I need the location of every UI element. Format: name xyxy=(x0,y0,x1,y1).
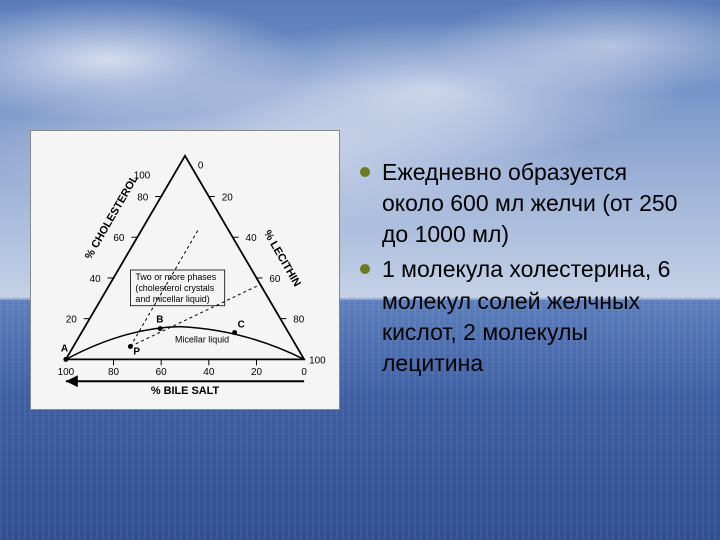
left-axis-label: % CHOLESTEROL xyxy=(83,173,141,262)
bottom-tick-100: 100 xyxy=(58,367,75,378)
label-p: P xyxy=(133,346,140,357)
label-a: A xyxy=(61,343,68,354)
bottom-axis-label: % BILE SALT xyxy=(151,385,220,397)
bullet-dot-icon xyxy=(360,167,370,177)
right-tick-0: 0 xyxy=(198,161,204,172)
label-b: B xyxy=(156,315,163,326)
label-c: C xyxy=(238,320,245,331)
bottom-ticks: 100 80 60 40 20 0 xyxy=(58,359,308,378)
phase-text-1: Two or more phases xyxy=(135,272,216,282)
left-tick-60: 60 xyxy=(113,233,125,244)
bottom-tick-60: 60 xyxy=(156,367,168,378)
right-tick-100: 100 xyxy=(309,355,326,366)
slide-content: 100 80 60 40 20 0 20 40 60 80 100 xyxy=(0,0,720,540)
point-p xyxy=(128,344,133,349)
triangle-outline xyxy=(66,156,304,360)
point-a xyxy=(63,357,68,362)
right-tick-20: 20 xyxy=(222,193,234,204)
point-b xyxy=(158,326,163,331)
ternary-svg: 100 80 60 40 20 0 20 40 60 80 100 xyxy=(31,131,339,409)
right-tick-40: 40 xyxy=(246,233,258,244)
left-tick-80: 80 xyxy=(137,193,149,204)
right-axis-label: % LECITHIN xyxy=(261,228,303,289)
micellar-label: Micellar liquid xyxy=(175,334,229,344)
bullet-text-1: Ежедневно образуется около 600 мл желчи … xyxy=(382,157,690,250)
bottom-tick-0: 0 xyxy=(301,367,307,378)
bottom-tick-80: 80 xyxy=(108,367,120,378)
bullet-item: Ежедневно образуется около 600 мл желчи … xyxy=(360,157,690,250)
right-tick-60: 60 xyxy=(269,274,281,285)
ternary-diagram: 100 80 60 40 20 0 20 40 60 80 100 xyxy=(30,130,340,410)
bullet-list: Ежедневно образуется около 600 мл желчи … xyxy=(340,157,690,382)
left-tick-20: 20 xyxy=(66,315,78,326)
bottom-tick-40: 40 xyxy=(203,367,215,378)
right-tick-80: 80 xyxy=(293,315,305,326)
phase-text-2: (cholesterol crystals xyxy=(135,283,214,293)
phase-text-3: and micellar liquid) xyxy=(135,294,209,304)
bullet-dot-icon xyxy=(360,264,370,274)
bottom-tick-20: 20 xyxy=(251,367,263,378)
left-tick-40: 40 xyxy=(90,274,102,285)
bullet-text-2: 1 молекула холестерина, 6 молекул солей … xyxy=(382,254,690,378)
point-c xyxy=(232,330,237,335)
bullet-item: 1 молекула холестерина, 6 молекул солей … xyxy=(360,254,690,378)
